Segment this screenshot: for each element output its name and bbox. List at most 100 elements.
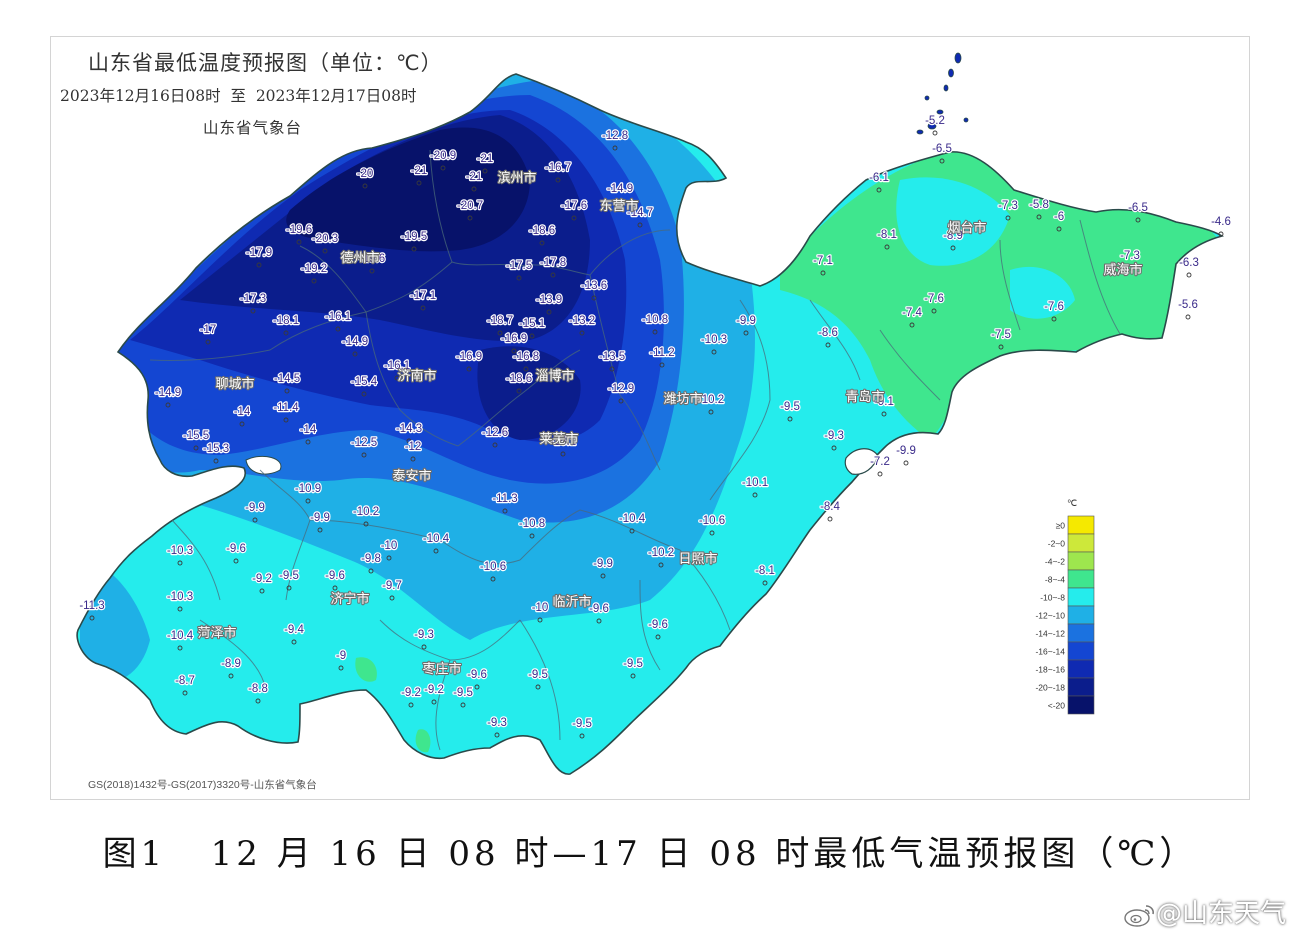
station-marker [233,558,239,564]
station-value: -21 [466,171,483,183]
band-minus-20-to-18-east [477,346,581,440]
station-value: -10.4 [423,533,450,545]
station-value: -14.5 [274,373,300,385]
station-marker [711,349,717,355]
station-value: -5.8 [1029,199,1049,211]
legend-swatch [1067,605,1095,625]
station-marker [466,366,472,372]
station-marker [250,308,256,314]
station-value: -13.5 [599,351,625,363]
station-value: -14.3 [396,423,422,435]
station-marker [825,342,831,348]
station-value: -9.5 [279,570,299,582]
station-marker [939,158,945,164]
station-marker [617,198,623,204]
station-value: -5.6 [1178,299,1198,311]
station-marker [311,278,317,284]
station-value: -11.4 [273,402,299,414]
station-marker [291,639,297,645]
station-marker [652,329,658,335]
legend-label: -12~-10 [1035,611,1065,621]
station-value: -21 [411,165,428,177]
station-marker [1185,314,1191,320]
station-value: -10.8 [642,314,668,326]
watermark: @山东天气 [1122,893,1286,930]
station-value: -7.4 [902,307,922,319]
station-marker [516,275,522,281]
station-value: -15.1 [519,318,545,330]
station-value: -15.5 [183,430,209,442]
station-marker [182,690,188,696]
station-marker [322,248,328,254]
station-marker [492,442,498,448]
station-marker [305,439,311,445]
station-value: -6 [1054,211,1064,223]
station-marker [296,239,302,245]
station-marker [752,492,758,498]
station-value: -9.4 [284,624,304,636]
station-marker [361,391,367,397]
station-value: -11.3 [79,600,104,612]
station-marker [637,222,643,228]
station-marker [950,245,956,251]
figure-caption: 图1 12 月 16 日 08 时—17 日 08 时最低气温预报图（℃） [102,834,1198,874]
station-value: -15.3 [203,443,229,455]
station-marker [193,445,199,451]
station-marker [362,183,368,189]
station-marker [629,528,635,534]
station-value: -10.4 [167,630,194,642]
station-value: -9.7 [382,580,402,592]
station-marker [305,498,311,504]
map-copyright: GS(2018)1432号-GS(2017)3320号-山东省气象台 [88,779,317,791]
station-value: -10.8 [519,518,545,530]
city-label: 威海市 [1103,262,1142,278]
band-minus-10-to-8-east [896,177,1010,266]
station-marker [368,568,374,574]
station-marker [165,402,171,408]
station-value: -10.2 [698,394,724,406]
station-value: -14.9 [607,183,633,195]
station-value: -8.7 [175,675,195,687]
station-marker [537,617,543,623]
station-value: -9.6 [648,619,668,631]
station-marker [1051,316,1057,322]
city-label: 东营市 [599,198,638,214]
station-marker [239,421,245,427]
station-value: -9.6 [467,669,487,681]
station-marker [497,330,503,336]
station-marker [743,330,749,336]
station-marker [1186,272,1192,278]
station-marker [433,548,439,554]
legend-label: -18~-16 [1035,665,1065,675]
station-value: -9.6 [589,603,609,615]
station-value: -12.6 [482,427,508,439]
station-value: -16.1 [325,311,351,323]
map-title: 山东省最低温度预报图（单位：℃） [88,51,443,75]
legend-swatch [1067,569,1095,589]
station-marker [408,702,414,708]
station-marker [762,580,768,586]
station-value: -10.6 [480,561,506,573]
station-marker [460,702,466,708]
station-value: -13.2 [569,315,595,327]
station-marker [820,270,826,276]
station-marker [550,272,556,278]
issuer: 山东省气象台 [203,119,303,137]
legend-swatch [1067,641,1095,661]
station-value: -17.8 [540,257,566,269]
legend-label: -4~-2 [1045,557,1065,567]
station-marker [708,409,714,415]
band-minus-8-to-4-east [780,150,1223,440]
station-marker [612,145,618,151]
station-value: -9.6 [226,543,246,555]
station-value: -9.8 [361,553,381,565]
station-value: -20 [357,168,374,180]
legend-label: -16~-14 [1035,647,1065,657]
station-value: -9.9 [896,445,916,457]
city-label: 泰安市 [392,468,431,484]
station-value: -9.3 [414,629,434,641]
station-value: -12.5 [351,437,377,449]
station-marker [560,451,566,457]
station-value: -14.9 [342,336,368,348]
